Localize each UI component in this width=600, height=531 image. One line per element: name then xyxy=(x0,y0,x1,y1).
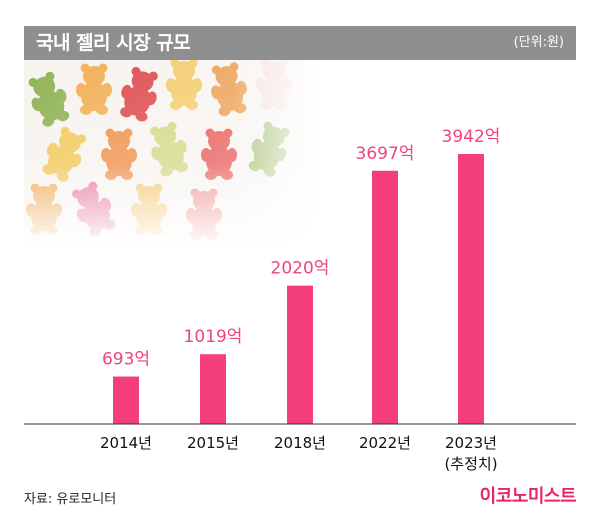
x-tick-label: 2015년 xyxy=(187,434,239,452)
x-tick-label: 2014년 xyxy=(100,434,152,452)
gummy-bears-image xyxy=(24,60,324,250)
x-tick-label: 2023년 xyxy=(445,434,497,452)
value-label: 3942억 xyxy=(442,127,501,147)
bar-2018년 xyxy=(287,285,313,424)
chart-title: 국내 젤리 시장 규모 xyxy=(36,32,191,54)
title-bar: 국내 젤리 시장 규모 (단위:원) xyxy=(24,26,576,60)
x-tick-label: 2022년 xyxy=(359,434,411,452)
value-label: 693억 xyxy=(102,350,150,370)
unit-label: (단위:원) xyxy=(513,35,564,50)
x-tick-label: 2018년 xyxy=(274,434,326,452)
bar-2015년 xyxy=(200,354,226,424)
value-label: 2020억 xyxy=(271,259,330,279)
bar-2014년 xyxy=(113,376,139,424)
bar-2022년 xyxy=(372,170,398,424)
bar-2023년 xyxy=(458,153,484,424)
source-note: 자료: 유로모니터 xyxy=(24,492,117,507)
publisher-logo: 이코노미스트 xyxy=(479,486,577,507)
value-label: 3697억 xyxy=(356,144,415,164)
value-label: 1019억 xyxy=(184,327,243,347)
x-tick-note: (추정치) xyxy=(444,455,497,473)
